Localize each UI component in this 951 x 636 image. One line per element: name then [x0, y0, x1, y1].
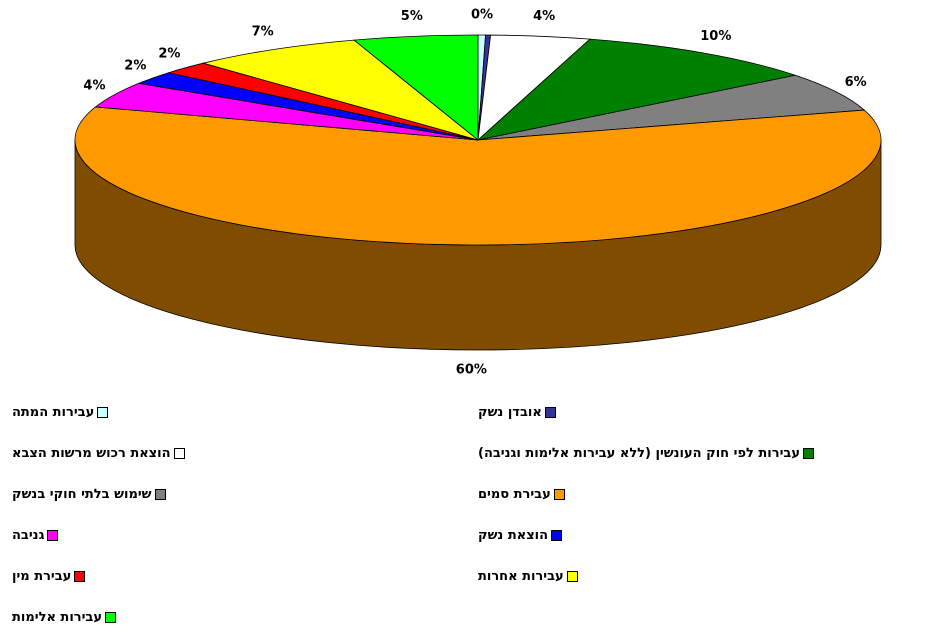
- data-label: 0%: [471, 8, 493, 23]
- legend-label: אובדן נשק: [478, 405, 542, 420]
- slice: [74, 106, 882, 246]
- legend-item: עבירות אלימות: [12, 610, 117, 625]
- data-label: 7%: [252, 25, 274, 40]
- legend-label: עבירות לפי חוק העונשין (ללא עבירות אלימו…: [478, 446, 800, 461]
- data-label: 4%: [533, 9, 555, 24]
- slice: [476, 38, 797, 141]
- legend-swatch: [553, 489, 565, 500]
- data-label: 2%: [124, 59, 146, 74]
- legend-swatch: [173, 448, 185, 459]
- legend-item: אובדן נשק: [478, 405, 556, 420]
- legend-item: גניבה: [12, 528, 59, 543]
- legend-label: עבירות המתה: [12, 405, 95, 420]
- legend-item: הוצאת רכוש מרשות הצבא: [12, 446, 185, 461]
- legend-item: שימוש בלתי חוקי בנשק: [12, 487, 166, 502]
- legend-item: הוצאת נשק: [478, 528, 563, 543]
- legend-swatch: [97, 407, 109, 418]
- legend-swatch: [566, 571, 578, 582]
- legend-item: עבירת סמים: [478, 487, 565, 502]
- data-label: 5%: [401, 9, 423, 24]
- legend-swatch: [802, 448, 814, 459]
- data-label: 6%: [845, 75, 867, 90]
- legend-label: עבירות אחרות: [478, 569, 564, 584]
- data-label: 4%: [83, 79, 105, 94]
- data-label: 60%: [456, 362, 487, 377]
- legend-label: שימוש בלתי חוקי בנשק: [12, 487, 152, 502]
- slice: [353, 34, 479, 141]
- legend-label: עבירת מין: [12, 569, 72, 584]
- legend-swatch: [105, 612, 117, 623]
- slice: [477, 74, 866, 141]
- legend-item: עבירות המתה: [12, 405, 109, 420]
- legend-swatch: [47, 530, 59, 541]
- legend-label: גניבה: [12, 528, 45, 543]
- slice: [201, 39, 479, 141]
- data-label: 10%: [700, 29, 731, 44]
- legend-item: עבירות לפי חוק העונשין (ללא עבירות אלימו…: [478, 446, 814, 461]
- legend-label: עבירות אלימות: [12, 610, 103, 625]
- legend-item: עבירת מין: [12, 569, 86, 584]
- chart: 0% 4% 10% 6% 60% 4% 2% 2% 7% 5%: [74, 8, 882, 377]
- legend-item: עבירות אחרות: [478, 569, 578, 584]
- legend-label: הוצאת נשק: [478, 528, 549, 543]
- legend-swatch: [154, 489, 166, 500]
- data-label: 2%: [158, 47, 180, 62]
- legend-swatch: [74, 571, 86, 582]
- legend-label: עבירת סמים: [478, 487, 551, 502]
- legend-swatch: [551, 530, 563, 541]
- legend-swatch: [544, 407, 556, 418]
- legend-label: הוצאת רכוש מרשות הצבא: [12, 446, 171, 461]
